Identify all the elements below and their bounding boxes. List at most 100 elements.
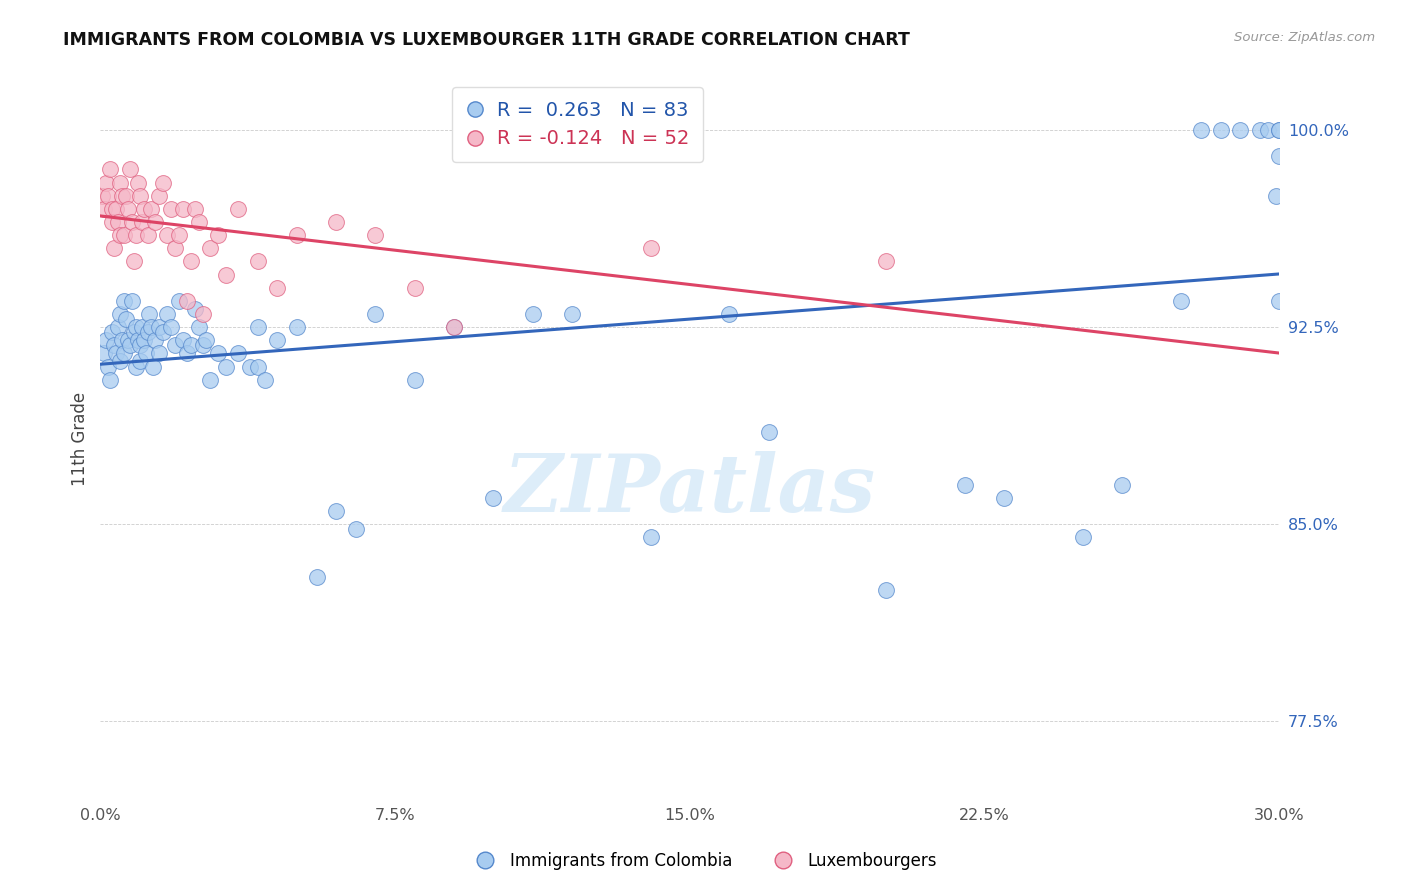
Point — [108, 354, 131, 368]
Point — [145, 215, 167, 229]
Point — [148, 320, 170, 334]
Point — [1268, 293, 1291, 308]
Point — [993, 491, 1015, 505]
Point — [167, 293, 190, 308]
Point — [122, 326, 145, 340]
Point — [112, 228, 135, 243]
Point — [254, 373, 277, 387]
Point — [135, 346, 157, 360]
Point — [325, 215, 347, 229]
Point — [108, 307, 131, 321]
Point — [96, 176, 118, 190]
Point — [108, 176, 131, 190]
Point — [1189, 123, 1212, 137]
Point — [246, 359, 269, 374]
Y-axis label: 11th Grade: 11th Grade — [72, 392, 89, 486]
Point — [285, 228, 308, 243]
Point — [1268, 123, 1291, 137]
Point — [141, 320, 163, 334]
Text: IMMIGRANTS FROM COLOMBIA VS LUXEMBOURGER 11TH GRADE CORRELATION CHART: IMMIGRANTS FROM COLOMBIA VS LUXEMBOURGER… — [63, 31, 910, 49]
Point — [122, 254, 145, 268]
Point — [176, 346, 198, 360]
Point — [117, 333, 139, 347]
Legend: Immigrants from Colombia, Luxembourgers: Immigrants from Colombia, Luxembourgers — [463, 846, 943, 877]
Point — [97, 188, 120, 202]
Point — [142, 359, 165, 374]
Point — [115, 312, 138, 326]
Point — [97, 359, 120, 374]
Point — [152, 176, 174, 190]
Point — [561, 307, 583, 321]
Point — [1209, 123, 1232, 137]
Point — [117, 202, 139, 216]
Point — [443, 320, 465, 334]
Point — [125, 320, 148, 334]
Point — [1257, 123, 1279, 137]
Point — [127, 176, 149, 190]
Point — [200, 373, 222, 387]
Point — [121, 293, 143, 308]
Point — [107, 320, 129, 334]
Point — [1170, 293, 1192, 308]
Point — [180, 338, 202, 352]
Point — [132, 202, 155, 216]
Point — [101, 326, 124, 340]
Point — [112, 293, 135, 308]
Point — [107, 215, 129, 229]
Point — [305, 570, 328, 584]
Point — [875, 582, 897, 597]
Point — [1229, 123, 1251, 137]
Point — [111, 333, 134, 347]
Point — [246, 320, 269, 334]
Point — [443, 320, 465, 334]
Point — [1111, 477, 1133, 491]
Point — [404, 373, 426, 387]
Legend: R =  0.263   N = 83, R = -0.124   N = 52: R = 0.263 N = 83, R = -0.124 N = 52 — [451, 87, 703, 162]
Point — [183, 301, 205, 316]
Point — [131, 320, 153, 334]
Point — [118, 162, 141, 177]
Point — [718, 307, 741, 321]
Point — [145, 333, 167, 347]
Point — [105, 346, 128, 360]
Point — [112, 346, 135, 360]
Point — [640, 530, 662, 544]
Point — [121, 215, 143, 229]
Point — [163, 241, 186, 255]
Point — [364, 228, 387, 243]
Point — [101, 202, 124, 216]
Point — [111, 188, 134, 202]
Point — [98, 373, 121, 387]
Point — [96, 333, 118, 347]
Point — [215, 268, 238, 282]
Point — [1268, 123, 1291, 137]
Point — [163, 338, 186, 352]
Point — [125, 359, 148, 374]
Point — [191, 338, 214, 352]
Point — [131, 215, 153, 229]
Point — [148, 188, 170, 202]
Point — [1264, 188, 1286, 202]
Point — [136, 228, 159, 243]
Point — [148, 346, 170, 360]
Point — [93, 346, 115, 360]
Point — [215, 359, 238, 374]
Point — [344, 523, 367, 537]
Point — [482, 491, 505, 505]
Point — [172, 333, 194, 347]
Text: ZIPatlas: ZIPatlas — [503, 450, 876, 528]
Point — [226, 346, 249, 360]
Point — [125, 228, 148, 243]
Point — [180, 254, 202, 268]
Point — [101, 215, 124, 229]
Point — [195, 333, 218, 347]
Text: Source: ZipAtlas.com: Source: ZipAtlas.com — [1234, 31, 1375, 45]
Point — [160, 320, 183, 334]
Point — [160, 202, 183, 216]
Point — [226, 202, 249, 216]
Point — [152, 326, 174, 340]
Point — [156, 307, 179, 321]
Point — [103, 338, 125, 352]
Point — [1071, 530, 1094, 544]
Point — [246, 254, 269, 268]
